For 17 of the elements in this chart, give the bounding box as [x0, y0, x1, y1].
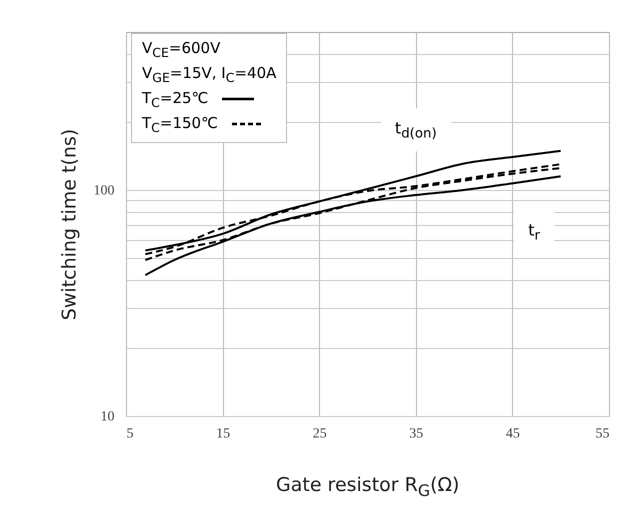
annotation: t$_{d(on)}$ — [380, 108, 451, 152]
y-tick-label: 100 — [94, 183, 114, 198]
x-tick-label: 45 — [506, 426, 520, 442]
x-tick-label: 25 — [312, 426, 327, 442]
x-tick-label: 5 — [126, 426, 134, 442]
y-axis-title: Switching time t(ns) — [58, 128, 80, 320]
legend-label: T$_{C}$=150℃ — [142, 114, 218, 135]
x-tick-label: 15 — [216, 426, 230, 442]
x-axis-title: Gate resistor R$_{G}$(Ω) — [276, 474, 460, 500]
x-tick-label: 55 — [596, 426, 610, 442]
annotation: V$_{GE}$=15V, I$_{C}$=40A — [142, 63, 276, 87]
legend-label: T$_{C}$=25℃ — [142, 89, 208, 110]
y-tick-label: 10 — [100, 410, 114, 424]
annotation: V$_{CE}$=600V — [142, 38, 222, 62]
line-series — [144, 150, 562, 252]
x-tick-label: 35 — [409, 426, 424, 442]
annotation: t$_{r}$ — [514, 210, 554, 254]
